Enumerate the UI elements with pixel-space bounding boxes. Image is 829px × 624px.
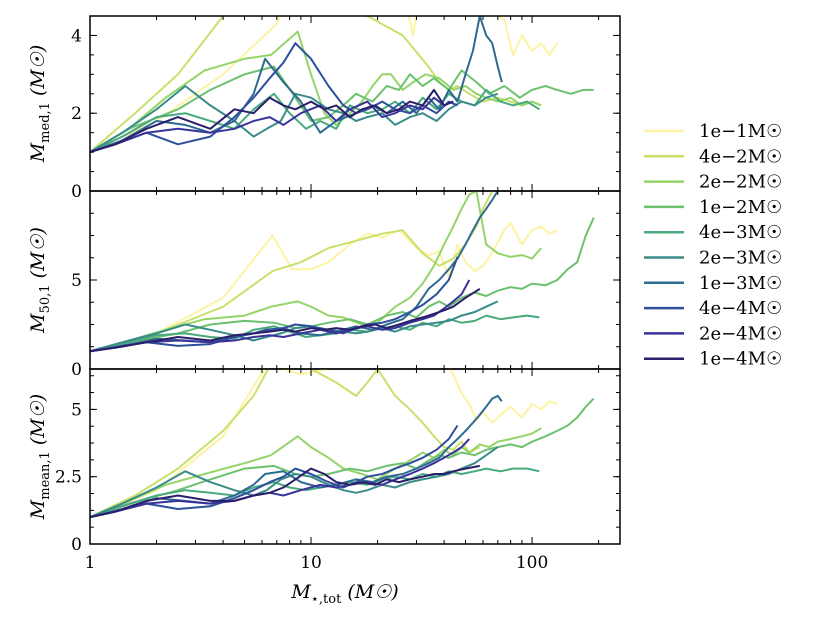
panel-50th-y-axis-label: M50,1 (M☉) <box>27 227 53 334</box>
panel-50th-series-line-8 <box>90 256 459 353</box>
y-label-unit: (M☉) <box>27 394 49 451</box>
panel-median-y-tick-label: 2 <box>71 104 82 124</box>
panel-mean-series-line-9 <box>90 438 471 519</box>
legend-label-2: 4e−2M☉ <box>699 146 782 167</box>
y-label-unit: (M☉) <box>27 227 49 284</box>
panel-median-y-tick-label: 0 <box>71 182 82 202</box>
panel-median-series-line-6 <box>90 85 499 153</box>
y-label-subscript: mean,1 <box>38 451 53 500</box>
panel-50th-y-tick-label: 0 <box>71 360 82 380</box>
panel-50th-y-tick-label: 5 <box>71 271 82 291</box>
x-tick-label: 100 <box>516 553 548 573</box>
panel-mean-series-line-5 <box>90 467 540 519</box>
y-label-main: M <box>27 313 49 334</box>
panel-50th-series-line-10 <box>90 288 481 353</box>
x-label-main: M <box>290 581 311 603</box>
panel-50th-series-line-4 <box>90 217 595 353</box>
panel-50th-frame <box>89 190 621 370</box>
x-tick-label: 10 <box>300 553 322 573</box>
panel-mean-series-line-4 <box>90 397 595 519</box>
legend-label-1: 1e−1M☉ <box>699 121 782 142</box>
panel-median-series-line-5 <box>90 88 540 154</box>
panel-median-y-axis-label: Mmed,1 (M☉) <box>27 45 53 164</box>
y-label-unit: (M☉) <box>27 45 49 102</box>
legend-label-9: 2e−4M☉ <box>699 323 782 344</box>
panel-median-series-group <box>90 16 594 154</box>
panel-50th-series-line-1 <box>90 222 558 353</box>
legend-label-7: 1e−3M☉ <box>699 273 782 294</box>
panel-median-y-tick-label: 4 <box>71 26 82 46</box>
panel-mean-series-line-7 <box>90 394 503 519</box>
panel-mean-series-line-3 <box>90 427 542 519</box>
panel-50th-series-line-3 <box>90 191 542 353</box>
x-axis-label: M⋆,tot (M☉) <box>290 581 398 607</box>
panel-mean-series-group <box>90 369 595 519</box>
legend-label-6: 2e−3M☉ <box>699 248 782 269</box>
panel-mean-series-line-6 <box>90 446 499 519</box>
x-tick-label: 1 <box>85 553 96 573</box>
legend-label-4: 1e−2M☉ <box>699 197 782 218</box>
panel-mean-y-tick-label: 5 <box>71 400 82 420</box>
panel-50th-series-group <box>90 191 595 353</box>
panel-median-series-line-9 <box>90 96 445 154</box>
panel-median-series-line-10 <box>90 88 454 154</box>
panel-mean-y-axis-label: Mmean,1 (M☉) <box>27 394 53 520</box>
y-label-main: M <box>27 142 49 163</box>
y-label-subscript: 50,1 <box>38 284 53 313</box>
panel-mean-y-tick-label: 2.5 <box>55 468 82 488</box>
y-label-main: M <box>27 499 49 520</box>
panel-mean-frame <box>89 368 621 545</box>
panel-median-frame <box>89 15 621 192</box>
legend-label-8: 4e−4M☉ <box>699 298 782 319</box>
panel-median-series-line-8 <box>90 42 458 154</box>
legend-label-3: 2e−2M☉ <box>699 172 782 193</box>
panel-mean-series-line-10 <box>90 464 480 519</box>
panel-mean-series-line-8 <box>90 424 459 519</box>
y-label-subscript: med,1 <box>38 102 53 143</box>
panel-mean-series-line-2 <box>90 369 481 519</box>
panel-mean-y-tick-label: 0 <box>71 535 82 555</box>
panel-median-series-line-4 <box>90 65 594 153</box>
x-label-subscript: ⋆,tot <box>311 592 342 607</box>
panel-median-series-line-1 <box>90 16 559 154</box>
panel-mean-series-line-1 <box>90 369 558 519</box>
panel-50th-series-line-2 <box>90 191 494 353</box>
panel-median-series-line-3 <box>90 30 542 153</box>
legend-label-10: 1e−4M☉ <box>699 349 782 370</box>
legend-label-5: 4e−3M☉ <box>699 222 782 243</box>
panel-median-series-line-2 <box>90 16 542 153</box>
x-label-unit: (M☉) <box>341 581 398 603</box>
